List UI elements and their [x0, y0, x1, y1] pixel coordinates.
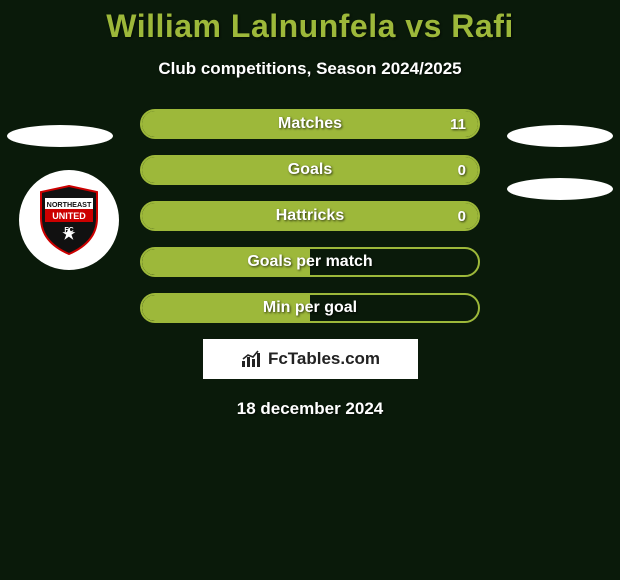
- stat-label: Hattricks: [142, 203, 478, 229]
- watermark: FcTables.com: [203, 339, 418, 379]
- stat-row: Goals per match: [140, 247, 480, 277]
- shield-icon: NORTHEAST UNITED FC: [37, 184, 101, 256]
- stat-row: Min per goal: [140, 293, 480, 323]
- stat-label: Goals: [142, 157, 478, 183]
- player-photo-placeholder-right: [507, 125, 613, 147]
- svg-text:NORTHEAST: NORTHEAST: [47, 200, 92, 209]
- stat-label: Goals per match: [142, 249, 478, 275]
- svg-text:UNITED: UNITED: [52, 211, 86, 221]
- stat-label: Min per goal: [142, 295, 478, 321]
- date-label: 18 december 2024: [0, 399, 620, 419]
- player-photo-placeholder-left: [7, 125, 113, 147]
- stat-row: Hattricks0: [140, 201, 480, 231]
- club-logo-left: NORTHEAST UNITED FC: [19, 170, 119, 270]
- chart-icon: [240, 349, 264, 369]
- page-title: William Lalnunfela vs Rafi: [0, 0, 620, 45]
- stat-value-right: 0: [458, 203, 466, 229]
- stat-value-right: 11: [450, 111, 466, 137]
- page-subtitle: Club competitions, Season 2024/2025: [0, 59, 620, 79]
- stat-row: Goals0: [140, 155, 480, 185]
- stat-label: Matches: [142, 111, 478, 137]
- stat-row: Matches11: [140, 109, 480, 139]
- club-logo-placeholder-right: [507, 178, 613, 200]
- stat-value-right: 0: [458, 157, 466, 183]
- watermark-text: FcTables.com: [268, 349, 380, 369]
